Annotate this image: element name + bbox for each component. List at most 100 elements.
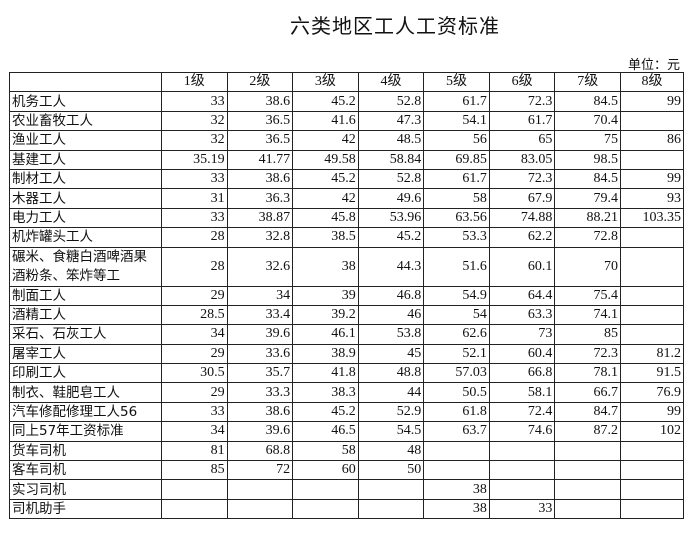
- wage-cell: [292, 479, 359, 500]
- wage-cell: 45.2: [292, 401, 359, 423]
- wage-cell: 72: [226, 460, 294, 481]
- wage-cell: 73: [488, 324, 556, 345]
- wage-cell: 38.5: [292, 227, 359, 248]
- wage-cell: 70: [554, 246, 621, 287]
- wage-cell: [488, 460, 556, 481]
- wage-cell: 38.87: [226, 207, 294, 229]
- wage-cell: 60.1: [488, 246, 556, 287]
- wage-cell: 39.6: [226, 324, 294, 345]
- wage-cell: 47.3: [357, 110, 425, 132]
- row-label: 木器工人: [9, 188, 162, 209]
- wage-cell: 103.35: [620, 207, 684, 229]
- wage-cell: 61.8: [423, 401, 490, 423]
- table-row: 实习司机 38: [9, 479, 684, 500]
- wage-cell: 39.6: [226, 421, 294, 442]
- table-row: 司机助手 38 33: [9, 498, 684, 520]
- wage-cell: [620, 460, 684, 481]
- wage-cell: 99: [620, 401, 684, 423]
- wage-cell: 60.4: [488, 343, 556, 365]
- wage-cell: 84.5: [554, 91, 621, 112]
- unit-label: 单位：元: [627, 58, 680, 73]
- wage-cell: 34: [161, 421, 228, 442]
- wage-cell: 45.2: [292, 91, 359, 112]
- wage-cell: 91.5: [620, 363, 684, 384]
- wage-cell: 52.1: [423, 343, 490, 365]
- table-row: 渔业工人 32 36.5 42 48.5 56 65 75 86: [9, 130, 684, 151]
- table-row: 木器工人 31 36.3 42 49.6 58 67.9 79.4 93: [9, 188, 684, 209]
- wage-cell: 66.7: [554, 382, 621, 403]
- wage-cell: 30.5: [161, 363, 228, 384]
- column-header: 5级: [423, 71, 490, 93]
- wage-cell: [423, 460, 490, 481]
- wage-cell: 32: [161, 130, 228, 151]
- wage-cell: [620, 440, 684, 462]
- wage-cell: 28: [161, 246, 228, 287]
- wage-cell: [620, 285, 684, 306]
- wage-cell: [554, 460, 621, 481]
- row-label: 同上57年工资标准: [9, 421, 162, 442]
- wage-cell: 57.03: [423, 363, 490, 384]
- wage-cell: [620, 227, 684, 248]
- wage-cell: 45.2: [357, 227, 425, 248]
- wage-cell: 74.1: [554, 304, 621, 326]
- wage-cell: 60: [292, 460, 359, 481]
- wage-cell: 48.8: [357, 363, 425, 384]
- wage-cell: 36.5: [226, 130, 294, 151]
- wage-cell: 74.88: [488, 207, 556, 229]
- row-label: 司机助手: [9, 498, 162, 520]
- wage-cell: [357, 479, 425, 500]
- wage-cell: 38: [292, 246, 359, 287]
- wage-cell: 45.8: [292, 207, 359, 229]
- wage-cell: 33.6: [226, 343, 294, 365]
- table-row: 汽车修配修理工人56 33 38.6 45.2 52.9 61.8 72.4 84.7 99: [9, 401, 684, 423]
- wage-cell: 35.19: [161, 149, 228, 170]
- wage-cell: 38: [423, 479, 490, 500]
- wage-cell: 58.84: [357, 149, 425, 170]
- row-label: 货车司机: [9, 440, 162, 462]
- wage-cell: 33.3: [226, 382, 294, 403]
- column-header: 2级: [226, 71, 294, 93]
- wage-cell: 52.8: [357, 168, 425, 190]
- column-header: [9, 71, 162, 93]
- row-label: 屠宰工人: [9, 343, 162, 365]
- table-row: 机务工人 33 38.6 45.2 52.8 61.7 72.3 84.5 99: [9, 91, 684, 112]
- wage-cell: 32.6: [226, 246, 294, 287]
- row-label: 基建工人: [9, 149, 162, 170]
- wage-cell: 49.6: [357, 188, 425, 209]
- wage-cell: [423, 440, 490, 462]
- wage-cell: 36.5: [226, 110, 294, 132]
- wage-cell: [620, 498, 684, 520]
- wage-cell: 74.6: [488, 421, 556, 442]
- wage-cell: [620, 149, 684, 170]
- wage-cell: [620, 110, 684, 132]
- document-title: 六类地区工人工资标准: [290, 14, 500, 38]
- wage-cell: 38.9: [292, 343, 359, 365]
- wage-cell: 31: [161, 188, 228, 209]
- table-row: 客车司机 85 72 60 50: [9, 460, 684, 481]
- table-row: 制衣、鞋肥皂工人 29 33.3 38.3 44 50.5 58.1 66.7 76.9: [9, 382, 684, 403]
- table-row: 货车司机 81 68.8 58 48: [9, 440, 684, 462]
- wage-cell: 68.8: [226, 440, 294, 462]
- wage-cell: 75: [554, 130, 621, 151]
- wage-cell: 34: [161, 324, 228, 345]
- wage-cell: 99: [620, 168, 684, 190]
- wage-cell: 50.5: [423, 382, 490, 403]
- row-label: 客车司机: [9, 460, 162, 481]
- wage-cell: 54.1: [423, 110, 490, 132]
- wage-cell: 76.9: [620, 382, 684, 403]
- wage-cell: 64.4: [488, 285, 556, 306]
- row-label: 机炸罐头工人: [9, 227, 162, 248]
- column-header: 1级: [161, 71, 228, 93]
- wage-cell: 99: [620, 91, 684, 112]
- wage-cell: 85: [554, 324, 621, 345]
- wage-cell: 48.5: [357, 130, 425, 151]
- row-label: 机务工人: [9, 91, 162, 112]
- column-header: 8级: [620, 71, 684, 93]
- wage-cell: 84.7: [554, 401, 621, 423]
- wage-cell: 63.7: [423, 421, 490, 442]
- wage-cell: 67.9: [488, 188, 556, 209]
- row-label: 实习司机: [9, 479, 162, 500]
- row-label: 渔业工人: [9, 130, 162, 151]
- row-label: 印刷工人: [9, 363, 162, 384]
- table-row: 采石、石灰工人 34 39.6 46.1 53.8 62.6 73 85: [9, 324, 684, 345]
